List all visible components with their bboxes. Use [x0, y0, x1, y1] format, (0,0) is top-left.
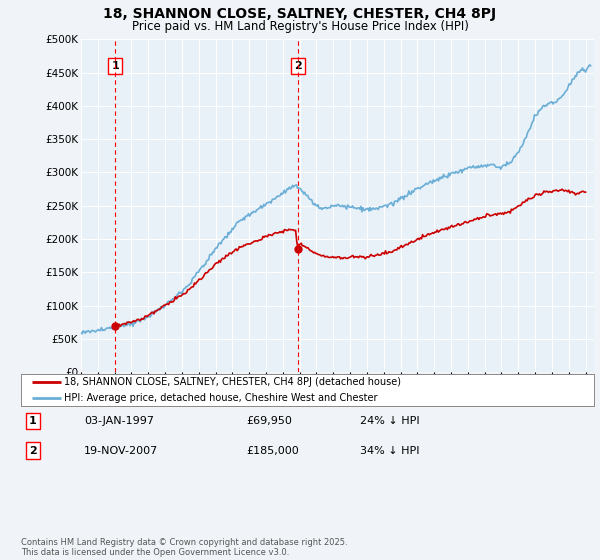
Text: HPI: Average price, detached house, Cheshire West and Chester: HPI: Average price, detached house, Ches… — [64, 393, 377, 403]
Text: Price paid vs. HM Land Registry's House Price Index (HPI): Price paid vs. HM Land Registry's House … — [131, 20, 469, 32]
Text: 34% ↓ HPI: 34% ↓ HPI — [360, 446, 419, 456]
Text: 18, SHANNON CLOSE, SALTNEY, CHESTER, CH4 8PJ: 18, SHANNON CLOSE, SALTNEY, CHESTER, CH4… — [103, 7, 497, 21]
Text: 24% ↓ HPI: 24% ↓ HPI — [360, 416, 419, 426]
Text: £69,950: £69,950 — [246, 416, 292, 426]
Text: 03-JAN-1997: 03-JAN-1997 — [84, 416, 154, 426]
Text: 1: 1 — [29, 416, 37, 426]
Text: £185,000: £185,000 — [246, 446, 299, 456]
Text: 19-NOV-2007: 19-NOV-2007 — [84, 446, 158, 456]
Text: 1: 1 — [111, 61, 119, 71]
Text: 18, SHANNON CLOSE, SALTNEY, CHESTER, CH4 8PJ (detached house): 18, SHANNON CLOSE, SALTNEY, CHESTER, CH4… — [64, 377, 401, 386]
Text: Contains HM Land Registry data © Crown copyright and database right 2025.
This d: Contains HM Land Registry data © Crown c… — [21, 538, 347, 557]
Text: 2: 2 — [29, 446, 37, 456]
Text: 2: 2 — [294, 61, 302, 71]
